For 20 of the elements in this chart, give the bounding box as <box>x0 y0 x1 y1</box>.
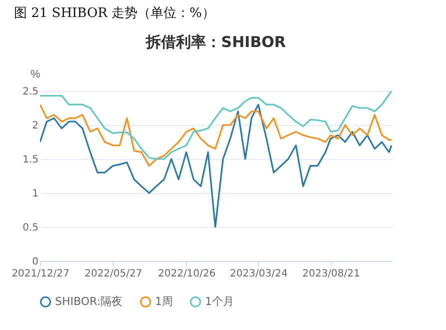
x-tick-label: 2022/10/26 <box>158 268 216 280</box>
y-tick-label: 2 <box>32 120 38 132</box>
caption: 图 21 SHIBOR 走势（单位：%） <box>14 5 215 22</box>
y-tick-label: 2.5 <box>22 86 38 98</box>
x-tick-label: 2023/03/24 <box>230 268 288 280</box>
line-series <box>40 104 392 228</box>
legend-label: 1个月 <box>205 294 234 308</box>
y-tick-label: 0.5 <box>22 222 38 234</box>
y-tick-label: 1 <box>32 188 38 200</box>
x-tick-label: 2022/05/27 <box>84 268 142 280</box>
y-axis-title: % <box>30 68 40 80</box>
line-series <box>40 104 392 167</box>
y-tick-label: 1.5 <box>22 154 38 166</box>
legend-label: 1周 <box>155 294 173 308</box>
line-series <box>40 91 392 160</box>
x-tick-label: 2023/08/21 <box>302 268 360 280</box>
x-tick-label: 2021/12/27 <box>12 268 70 280</box>
y-tick-label: 0 <box>32 256 38 268</box>
chart-title: 拆借利率：SHIBOR <box>145 33 286 51</box>
legend-label: SHIBOR:隔夜 <box>55 294 123 308</box>
